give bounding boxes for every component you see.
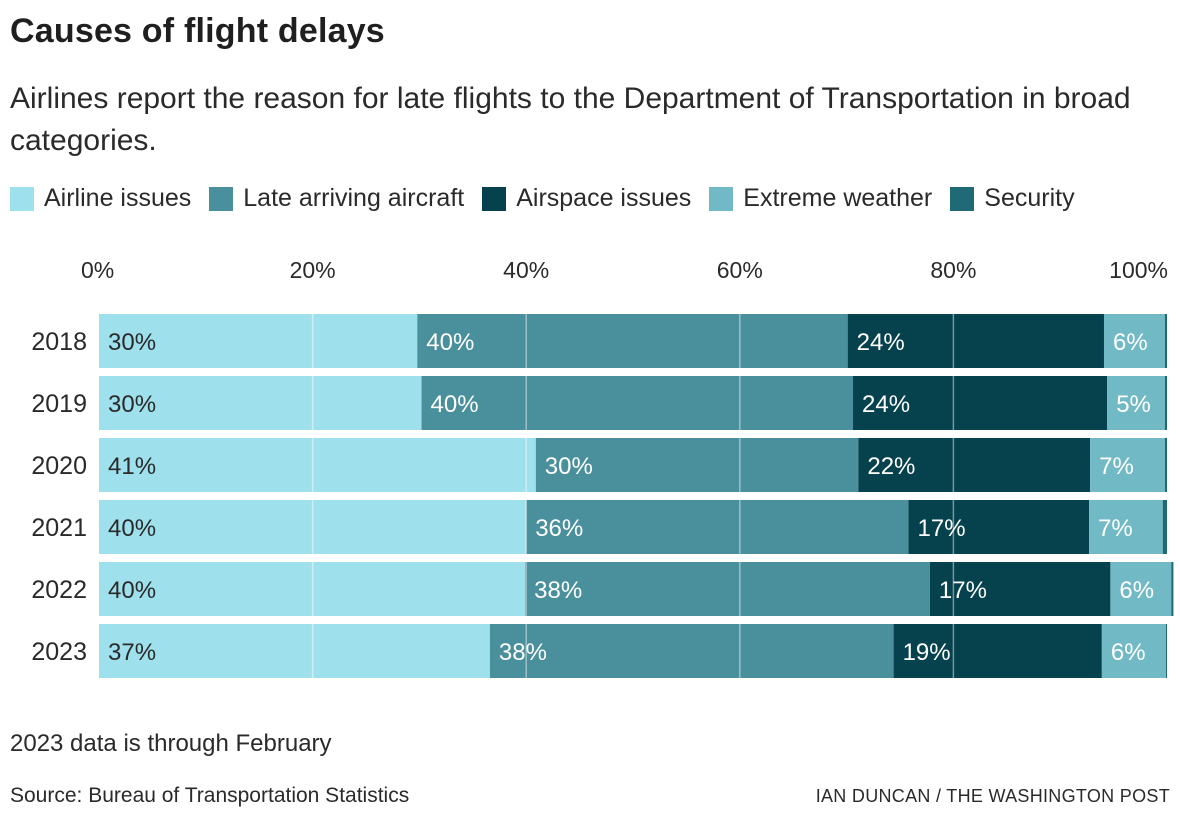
legend-swatch-late-arriving-aircraft <box>209 186 234 211</box>
legend-swatch-security <box>950 186 975 211</box>
chart-title: Causes of flight delays <box>10 12 385 50</box>
data-label: 38% <box>499 639 547 666</box>
bar-segment <box>929 562 1111 616</box>
bar-segment <box>526 500 909 554</box>
data-label: 38% <box>534 577 582 604</box>
data-label: 6% <box>1111 639 1146 666</box>
data-label: 6% <box>1113 329 1148 356</box>
stacked-bar-chart: 0% 20% 40% 60% 80% 100% 2018 30% 40% 24% 6% 2019 30%… <box>31 257 1174 678</box>
x-tick-label: 20% <box>290 257 336 283</box>
data-label: 30% <box>108 329 156 356</box>
data-label: 40% <box>426 329 474 356</box>
x-tick-label: 80% <box>930 257 976 283</box>
legend-label-extreme-weather: Extreme weather <box>743 184 933 212</box>
x-tick-label: 40% <box>503 257 549 283</box>
bar-segment <box>525 562 930 616</box>
bar-segment <box>1164 438 1167 492</box>
year-label: 2019 <box>31 390 87 418</box>
bar-segment <box>417 314 848 368</box>
bar-segment <box>99 438 536 492</box>
legend: Airline issues Late arriving aircraft Ai… <box>10 184 1093 213</box>
bar-segment <box>99 562 526 616</box>
bars-layer <box>99 314 1174 678</box>
legend-swatch-airspace-issues <box>482 186 507 211</box>
footnote: 2023 data is through February <box>10 730 332 757</box>
year-label: 2021 <box>31 514 87 542</box>
data-label: 30% <box>545 453 593 480</box>
bar-segment <box>1101 624 1166 678</box>
bar-segment <box>908 500 1090 554</box>
bar-segment <box>1090 438 1165 492</box>
bar-segment <box>1171 562 1174 616</box>
legend-item-late-arriving-aircraft: Late arriving aircraft <box>209 184 464 213</box>
x-tick-label: 0% <box>81 257 114 283</box>
bar-segment <box>99 314 418 368</box>
data-label: 36% <box>535 515 583 542</box>
labels-layer: 0% 20% 40% 60% 80% 100% 2018 30% 40% 24% 6% 2019 30%… <box>31 257 1168 666</box>
gridlines-overlay <box>311 314 955 678</box>
bar-segment <box>1089 500 1163 554</box>
x-tick-label: 100% <box>1109 257 1168 283</box>
data-label: 40% <box>431 391 479 418</box>
year-label: 2018 <box>31 328 87 356</box>
data-label: 19% <box>903 639 951 666</box>
data-label: 7% <box>1098 515 1133 542</box>
bar-segment <box>853 376 1108 430</box>
data-label: 22% <box>867 453 915 480</box>
year-label: 2022 <box>31 576 87 604</box>
bar-segment <box>489 624 894 678</box>
data-label: 17% <box>939 577 987 604</box>
bar-segment <box>1162 500 1167 554</box>
legend-label-airline-issues: Airline issues <box>44 184 192 212</box>
bar-segment <box>1103 314 1165 368</box>
legend-swatch-extreme-weather <box>709 186 734 211</box>
bar-segment <box>858 438 1091 492</box>
bar-segment <box>99 624 490 678</box>
bar-segment <box>99 376 422 430</box>
legend-item-security: Security <box>950 184 1075 213</box>
source-line: Source: Bureau of Transportation Statist… <box>10 784 410 807</box>
bar-segment <box>421 376 854 430</box>
year-label: 2023 <box>31 638 87 666</box>
legend-label-late-arriving-aircraft: Late arriving aircraft <box>243 184 465 212</box>
data-label: 6% <box>1119 577 1154 604</box>
legend-label-airspace-issues: Airspace issues <box>516 184 692 212</box>
year-label: 2020 <box>31 452 87 480</box>
bar-segment <box>1164 376 1167 430</box>
x-tick-label: 60% <box>717 257 763 283</box>
bar-segment <box>893 624 1102 678</box>
bar-segment <box>1164 314 1167 368</box>
credit-line: IAN DUNCAN / THE WASHINGTON POST <box>815 786 1170 806</box>
data-label: 37% <box>108 639 156 666</box>
data-label: 17% <box>918 515 966 542</box>
data-label: 40% <box>108 515 156 542</box>
legend-item-extreme-weather: Extreme weather <box>709 184 932 213</box>
legend-item-airspace-issues: Airspace issues <box>482 184 691 213</box>
data-label: 24% <box>857 329 905 356</box>
bar-segment <box>535 438 859 492</box>
bar-segment <box>99 500 527 554</box>
legend-item-airline-issues: Airline issues <box>10 184 191 213</box>
bar-segment <box>1110 562 1172 616</box>
chart-subtitle: Airlines report the reason for late flig… <box>10 82 1131 157</box>
bar-segment <box>847 314 1104 368</box>
data-label: 7% <box>1099 453 1134 480</box>
data-label: 5% <box>1116 391 1151 418</box>
bar-segment <box>1165 624 1167 678</box>
legend-label-security: Security <box>984 184 1075 212</box>
data-label: 30% <box>108 391 156 418</box>
bar-segment <box>1107 376 1165 430</box>
data-label: 41% <box>108 453 156 480</box>
data-label: 24% <box>862 391 910 418</box>
data-label: 40% <box>108 577 156 604</box>
legend-swatch-airline-issues <box>10 186 34 211</box>
